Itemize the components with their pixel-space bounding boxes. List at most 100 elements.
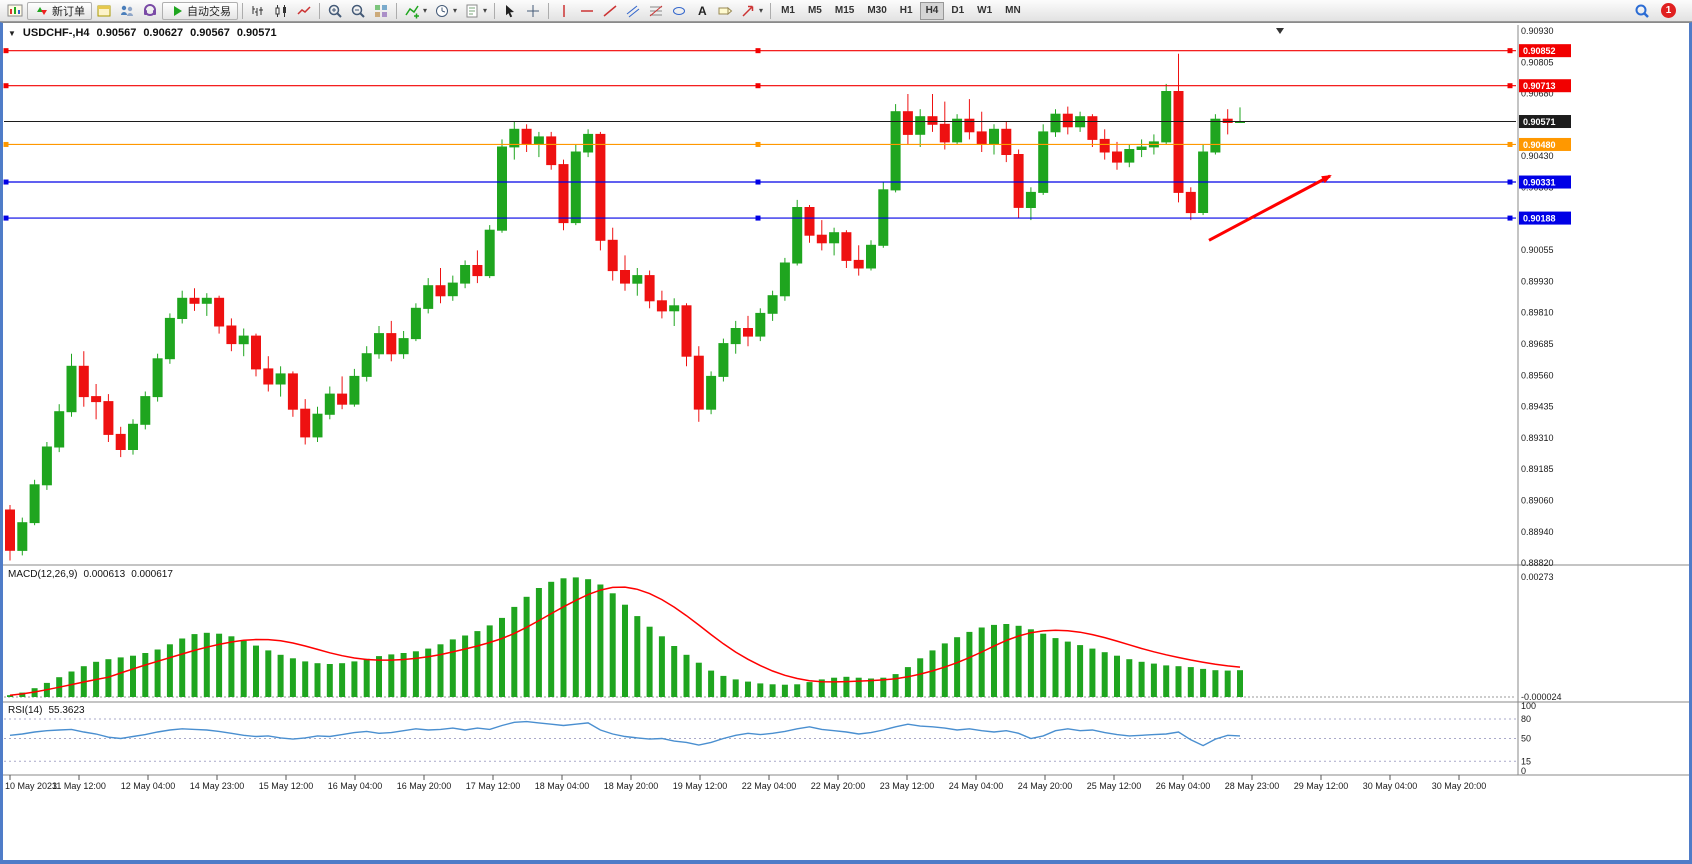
macd-bar xyxy=(154,649,161,697)
line-price-tag xyxy=(1519,137,1571,151)
line-handle[interactable] xyxy=(3,215,9,221)
macd-bar xyxy=(818,679,825,697)
candle-body xyxy=(128,423,138,450)
candle-body xyxy=(607,239,618,272)
new-chart-button[interactable] xyxy=(4,1,26,21)
crosshair-button[interactable] xyxy=(522,1,544,21)
line-handle[interactable] xyxy=(1507,179,1513,185)
arrows-button[interactable]: ▾ xyxy=(737,1,766,21)
shapes-button[interactable] xyxy=(668,1,690,21)
line-handle[interactable] xyxy=(755,83,761,89)
candle-body xyxy=(890,111,901,191)
price-scale[interactable]: 0.909300.908050.906800.905550.904300.903… xyxy=(1521,26,1554,568)
line-handle[interactable] xyxy=(1507,141,1513,147)
horizontal-line-0.90480[interactable]: 0.90480 xyxy=(3,137,1572,151)
bar-chart-mode-button[interactable] xyxy=(247,1,269,21)
toolbar-right-group: 1 xyxy=(1631,1,1688,21)
tile-windows-button[interactable] xyxy=(370,1,392,21)
line-handle[interactable] xyxy=(3,141,9,147)
line-price-tag xyxy=(1519,79,1571,93)
line-handle[interactable] xyxy=(1507,215,1513,221)
arrows-icon xyxy=(740,3,756,19)
candle-body xyxy=(226,325,237,345)
line-handle[interactable] xyxy=(3,179,9,185)
line-chart-mode-button[interactable] xyxy=(293,1,315,21)
vline-icon xyxy=(556,3,572,19)
market-icon xyxy=(142,3,158,19)
vertical-line-button[interactable] xyxy=(553,1,575,21)
current-price-tag xyxy=(1519,115,1571,129)
search-button[interactable] xyxy=(1631,1,1653,21)
periods-button[interactable]: ▾ xyxy=(431,1,460,21)
timeframe-h4-button[interactable]: H4 xyxy=(919,1,945,20)
indicators-button[interactable]: ▾ xyxy=(401,1,430,21)
label-button[interactable] xyxy=(714,1,736,21)
trend-arrow[interactable] xyxy=(1208,174,1332,242)
candle-body xyxy=(66,365,77,413)
line-handle[interactable] xyxy=(755,141,761,147)
horizontal-line-0.90331[interactable]: 0.90331 xyxy=(3,175,1572,189)
macd-bar xyxy=(978,627,985,697)
macd-bar xyxy=(954,637,961,697)
zoom-out-button[interactable] xyxy=(347,1,369,21)
price-axis-label: 0.89185 xyxy=(1521,464,1554,474)
line-handle[interactable] xyxy=(755,179,761,185)
charts-window-button[interactable] xyxy=(93,1,115,21)
cursor-button[interactable] xyxy=(499,1,521,21)
horizontal-line-button[interactable] xyxy=(576,1,598,21)
rsi-scale-label: 80 xyxy=(1521,714,1531,724)
timeframe-mn-button[interactable]: MN xyxy=(999,2,1027,20)
macd-bar xyxy=(1212,670,1219,697)
macd-indicator-label: MACD(12,26,9) 0.000613 0.000617 xyxy=(8,569,173,580)
line-handle[interactable] xyxy=(755,215,761,221)
candle-body xyxy=(976,131,987,145)
templates-button[interactable]: ▾ xyxy=(461,1,490,21)
macd-bar xyxy=(216,633,223,697)
line-handle[interactable] xyxy=(755,48,761,54)
candle-body xyxy=(1210,118,1221,153)
zoom-in-button[interactable] xyxy=(324,1,346,21)
timeframe-d1-button[interactable]: D1 xyxy=(945,2,970,20)
timeframe-m30-button[interactable]: M30 xyxy=(861,2,892,20)
horizontal-line-0.90852[interactable]: 0.90852 xyxy=(3,44,1572,58)
collapse-icon[interactable]: ▼ xyxy=(8,28,16,38)
line-handle[interactable] xyxy=(3,48,9,54)
profiles-button[interactable] xyxy=(116,1,138,21)
horizontal-line-0.90713[interactable]: 0.90713 xyxy=(3,79,1572,93)
timeframe-h1-button[interactable]: H1 xyxy=(894,2,919,20)
horizontal-line-0.90188[interactable]: 0.90188 xyxy=(3,211,1572,225)
channel-button[interactable] xyxy=(622,1,644,21)
macd-bar xyxy=(400,653,407,697)
line-handle[interactable] xyxy=(1507,48,1513,54)
timeframe-m5-button[interactable]: M5 xyxy=(802,2,828,20)
timeframe-m15-button[interactable]: M15 xyxy=(829,2,860,20)
auto-trading-button[interactable]: 自动交易 xyxy=(162,1,238,20)
notification-badge[interactable]: 1 xyxy=(1661,3,1676,18)
text-button[interactable]: A xyxy=(691,1,713,21)
candle-body xyxy=(669,305,680,312)
candle-body xyxy=(509,128,520,148)
timeframe-w1-button[interactable]: W1 xyxy=(971,2,998,20)
ohlc-low: 0.90567 xyxy=(190,27,230,39)
fibonacci-button[interactable] xyxy=(645,1,667,21)
chart-shift-marker-icon[interactable] xyxy=(1276,28,1284,34)
line-handle[interactable] xyxy=(1507,83,1513,89)
line-handle[interactable] xyxy=(3,83,9,89)
candlestick-mode-button[interactable] xyxy=(270,1,292,21)
price-axis-label: 0.90930 xyxy=(1521,26,1554,36)
dropdown-caret-icon: ▾ xyxy=(453,6,458,15)
candle-body xyxy=(767,295,778,314)
timeframe-m1-button[interactable]: M1 xyxy=(775,2,801,20)
macd-bar xyxy=(745,681,751,697)
new-order-button[interactable]: 新订单 xyxy=(27,1,92,20)
market-watch-button[interactable] xyxy=(139,1,161,21)
price-axis-label: 0.88820 xyxy=(1521,558,1554,568)
channel-icon xyxy=(625,3,641,19)
candle-body xyxy=(140,396,151,425)
rsi-line xyxy=(9,720,1241,747)
trendline-button[interactable] xyxy=(599,1,621,21)
candle-body xyxy=(546,136,557,166)
time-axis-label: 15 May 12:00 xyxy=(259,781,314,791)
candle-body xyxy=(1013,154,1024,208)
